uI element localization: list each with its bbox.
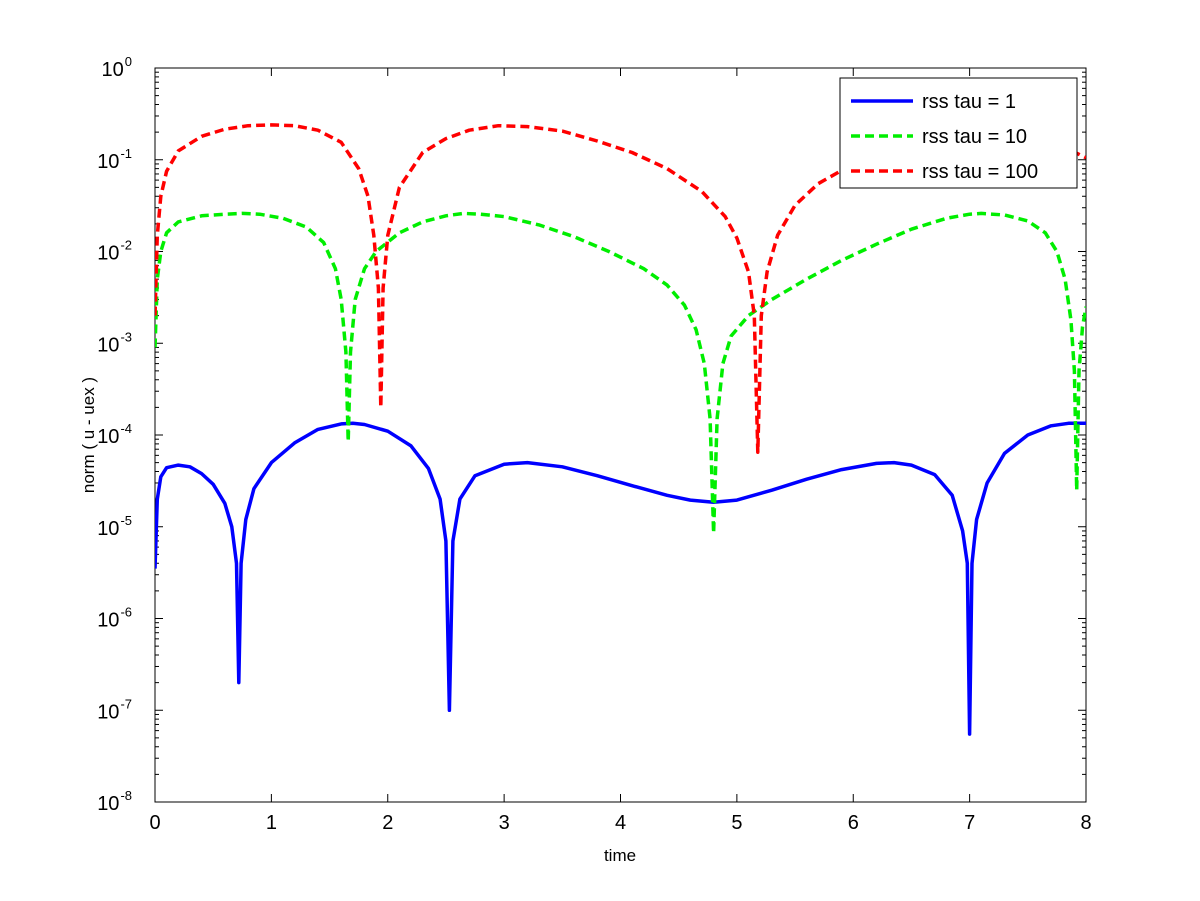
x-tick-label: 6: [848, 812, 859, 834]
x-axis-label: time: [604, 846, 636, 865]
legend-label-1: rss tau = 1: [922, 91, 1016, 113]
y-tick-label: 10-4: [97, 421, 132, 448]
x-tick-label: 8: [1080, 812, 1091, 834]
legend-label-3: rss tau = 100: [922, 161, 1038, 183]
y-tick-label: 10-8: [97, 788, 132, 815]
x-tick-label: 1: [266, 812, 277, 834]
legend-label-2: rss tau = 10: [922, 126, 1027, 148]
series-layer: [155, 123, 1086, 736]
y-tick-labels: 100 10-1 10-2 10-3 10-4 10-5 10-6 10-7 10-8: [97, 54, 132, 815]
x-tick-label: 3: [499, 812, 510, 834]
y-tick-label: 10-5: [97, 513, 132, 540]
x-tick-label: 7: [964, 812, 975, 834]
series-line-3: [155, 123, 1086, 454]
legend: rss tau = 1 rss tau = 10 rss tau = 100: [839, 77, 1078, 189]
y-axis-label: norm ( u - uex ): [79, 377, 98, 493]
y-tick-label: 100: [102, 54, 132, 81]
series-line-2: [155, 211, 1086, 535]
x-tick-label: 0: [149, 812, 160, 834]
x-tick-label: 4: [615, 812, 626, 834]
x-tick-label: 2: [382, 812, 393, 834]
axis-ticks: [154, 67, 1087, 803]
y-tick-label: 10-3: [97, 329, 132, 356]
y-tick-label: 10-2: [97, 238, 132, 265]
x-tick-labels: 0 1 2 3 4 5 6 7 8: [149, 812, 1091, 834]
y-tick-label: 10-6: [97, 605, 132, 632]
x-tick-label: 5: [731, 812, 742, 834]
y-tick-label: 10-1: [97, 146, 132, 173]
y-tick-label: 10-7: [97, 696, 132, 723]
series-line-1: [155, 421, 1086, 736]
